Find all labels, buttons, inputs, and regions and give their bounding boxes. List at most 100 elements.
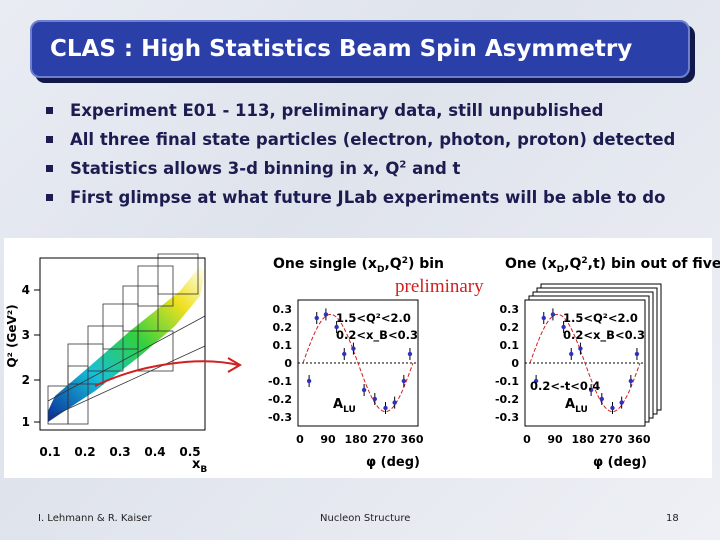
y-tick-label: -0.1 bbox=[268, 375, 292, 388]
title-part: ) bin bbox=[408, 256, 444, 272]
x-tick-label: 0.2 bbox=[74, 445, 95, 459]
point bbox=[599, 396, 605, 402]
bullet-text: Statistics allows 3-d binning in x, Q bbox=[70, 159, 400, 178]
bullet-sup: 2 bbox=[399, 159, 407, 171]
title-part: ,Q bbox=[384, 256, 401, 272]
y-tick-label: -0.1 bbox=[495, 375, 519, 388]
point bbox=[533, 378, 539, 384]
bullet: Statistics allows 3-d binning in x, Q2 a… bbox=[40, 154, 675, 183]
arrow bbox=[94, 360, 239, 387]
footer-topic: Nucleon Structure bbox=[320, 513, 411, 524]
y-tick-label: 0.3 bbox=[273, 303, 293, 316]
x-tick-label: 180 bbox=[345, 433, 368, 446]
x-label: φ (deg) bbox=[593, 455, 647, 470]
point bbox=[306, 378, 312, 384]
x-tick-label: 0.4 bbox=[144, 445, 165, 459]
x-tick-label: 0 bbox=[296, 433, 304, 446]
y-tick-label: -0.3 bbox=[268, 411, 292, 424]
y-tick-label: 2 bbox=[22, 373, 30, 387]
y-tick-label: 0.2 bbox=[500, 321, 520, 334]
x-tick-label: 360 bbox=[401, 433, 424, 446]
point bbox=[628, 378, 634, 384]
a-main: A bbox=[333, 397, 343, 412]
cut-label: 0.2<x_B<0.3 bbox=[336, 328, 418, 343]
x-tick-label: 270 bbox=[600, 433, 623, 446]
point bbox=[634, 351, 640, 357]
bullet: Experiment E01 - 113, preliminary data, … bbox=[40, 96, 675, 125]
fit-curve bbox=[529, 313, 641, 413]
preliminary: preliminary bbox=[395, 276, 484, 297]
x-tick-label: 90 bbox=[547, 433, 563, 446]
panel-title: One (xD,Q2,t) bin out of five bbox=[505, 256, 720, 275]
x-label: φ (deg) bbox=[366, 455, 420, 470]
point bbox=[588, 387, 594, 393]
event-band bbox=[48, 266, 205, 422]
point bbox=[619, 400, 624, 405]
bullet-list: Experiment E01 - 113, preliminary data, … bbox=[40, 96, 675, 212]
x-tick-label: 90 bbox=[320, 433, 336, 446]
point bbox=[407, 351, 413, 357]
title-part: 2 bbox=[402, 256, 408, 266]
kinematic-plot: Q² (GeV²) xB bbox=[5, 253, 242, 475]
y-tick-label: -0.2 bbox=[495, 393, 519, 406]
y-tick-label: -0.3 bbox=[495, 411, 519, 424]
point bbox=[334, 324, 339, 330]
title-box: CLAS : High Statistics Beam Spin Asymmet… bbox=[30, 20, 690, 78]
a-label: ALU bbox=[333, 397, 356, 415]
figure: Q² (GeV²) xB preliminary One single (xD,… bbox=[4, 238, 720, 478]
cut-label: 1.5<Q²<2.0 bbox=[336, 311, 411, 325]
title-part: ,t) bin out of five bbox=[588, 256, 720, 272]
panel-title: One single (xD,Q2) bin bbox=[273, 256, 444, 275]
y-tick-label: 0.1 bbox=[500, 339, 520, 352]
footer-authors: I. Lehmann & R. Kaiser bbox=[38, 513, 152, 524]
x-tick-label: 0.5 bbox=[179, 445, 200, 459]
panel: One (xD,Q2,t) bin out of five0.30.20.10-… bbox=[495, 256, 720, 470]
title-part: D bbox=[557, 265, 564, 275]
a-sub: LU bbox=[575, 405, 588, 415]
a-main: A bbox=[565, 397, 575, 412]
point bbox=[351, 346, 356, 351]
point bbox=[561, 324, 566, 330]
y-label: Q² (GeV²) bbox=[5, 304, 19, 367]
y-tick-label: 0.3 bbox=[500, 303, 520, 316]
x-tick-label: 360 bbox=[628, 433, 651, 446]
x-tick-label: 0.1 bbox=[39, 445, 60, 459]
axes-frame bbox=[39, 257, 206, 431]
panel: One single (xD,Q2) bin 0.3 0.2 0.1 0 -0.1 -0.2… bbox=[268, 256, 444, 470]
point bbox=[392, 400, 397, 405]
point bbox=[569, 351, 574, 357]
y-tick-label: 0.2 bbox=[273, 321, 293, 334]
cut-label: 0.2<x_B<0.3 bbox=[563, 328, 645, 343]
point bbox=[342, 351, 347, 357]
title-part: One single (x bbox=[273, 256, 377, 272]
y-tick-label: 0.1 bbox=[273, 339, 293, 352]
point bbox=[383, 405, 388, 411]
point bbox=[401, 378, 407, 384]
y-tick-label: 3 bbox=[22, 328, 30, 342]
y-tick-label: 0 bbox=[511, 357, 519, 370]
y-tick-label: 0 bbox=[284, 357, 292, 370]
a-sub: LU bbox=[343, 405, 356, 415]
cut-label: 0.2<-t<0.4 bbox=[530, 379, 600, 393]
point bbox=[578, 346, 583, 351]
x-label-sub: B bbox=[200, 465, 207, 475]
footer-page: 18 bbox=[666, 513, 679, 524]
y-tick-label: -0.2 bbox=[268, 393, 292, 406]
point bbox=[541, 315, 546, 321]
bullet-text: and t bbox=[406, 159, 461, 178]
x-label-main: x bbox=[192, 457, 201, 472]
title-part: 2 bbox=[581, 256, 587, 266]
cut-label: 1.5<Q²<2.0 bbox=[563, 311, 638, 325]
title-part: One (x bbox=[505, 256, 557, 272]
point bbox=[372, 396, 378, 402]
bins bbox=[47, 253, 206, 425]
arrow-head bbox=[227, 357, 242, 373]
x-label: xB bbox=[192, 457, 207, 475]
point bbox=[314, 315, 319, 321]
x-tick-label: 0 bbox=[523, 433, 531, 446]
x-tick-label: 0.3 bbox=[109, 445, 130, 459]
x-tick-label: 180 bbox=[572, 433, 595, 446]
title-part: D bbox=[377, 265, 384, 275]
title-part: ,Q bbox=[564, 256, 581, 272]
